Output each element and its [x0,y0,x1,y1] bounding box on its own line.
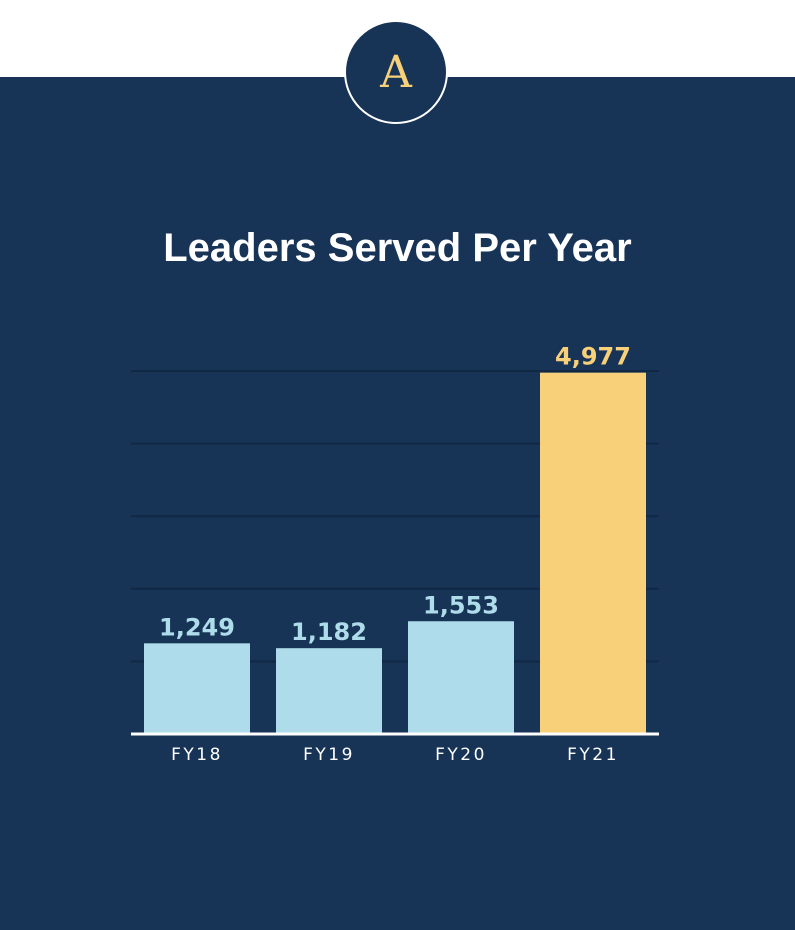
logo-letter: A [380,47,412,98]
value-label-fy20: 1,553 [423,591,499,619]
bar-fy21 [540,372,646,734]
x-tick-label-fy18: FY18 [171,745,223,765]
bar-fy19 [276,648,382,734]
x-tick-label-fy21: FY21 [567,745,619,765]
value-label-fy18: 1,249 [159,613,235,641]
bar-fy18 [144,643,250,734]
logo-badge: A [344,20,448,124]
value-label-fy21: 4,977 [555,343,631,371]
x-tick-label-fy20: FY20 [435,745,487,765]
value-label-fy19: 1,182 [291,618,367,646]
x-tick-label-fy19: FY19 [303,745,355,765]
chart-panel [0,77,795,930]
chart-title: Leaders Served Per Year [163,226,632,270]
bar-fy20 [408,621,514,734]
